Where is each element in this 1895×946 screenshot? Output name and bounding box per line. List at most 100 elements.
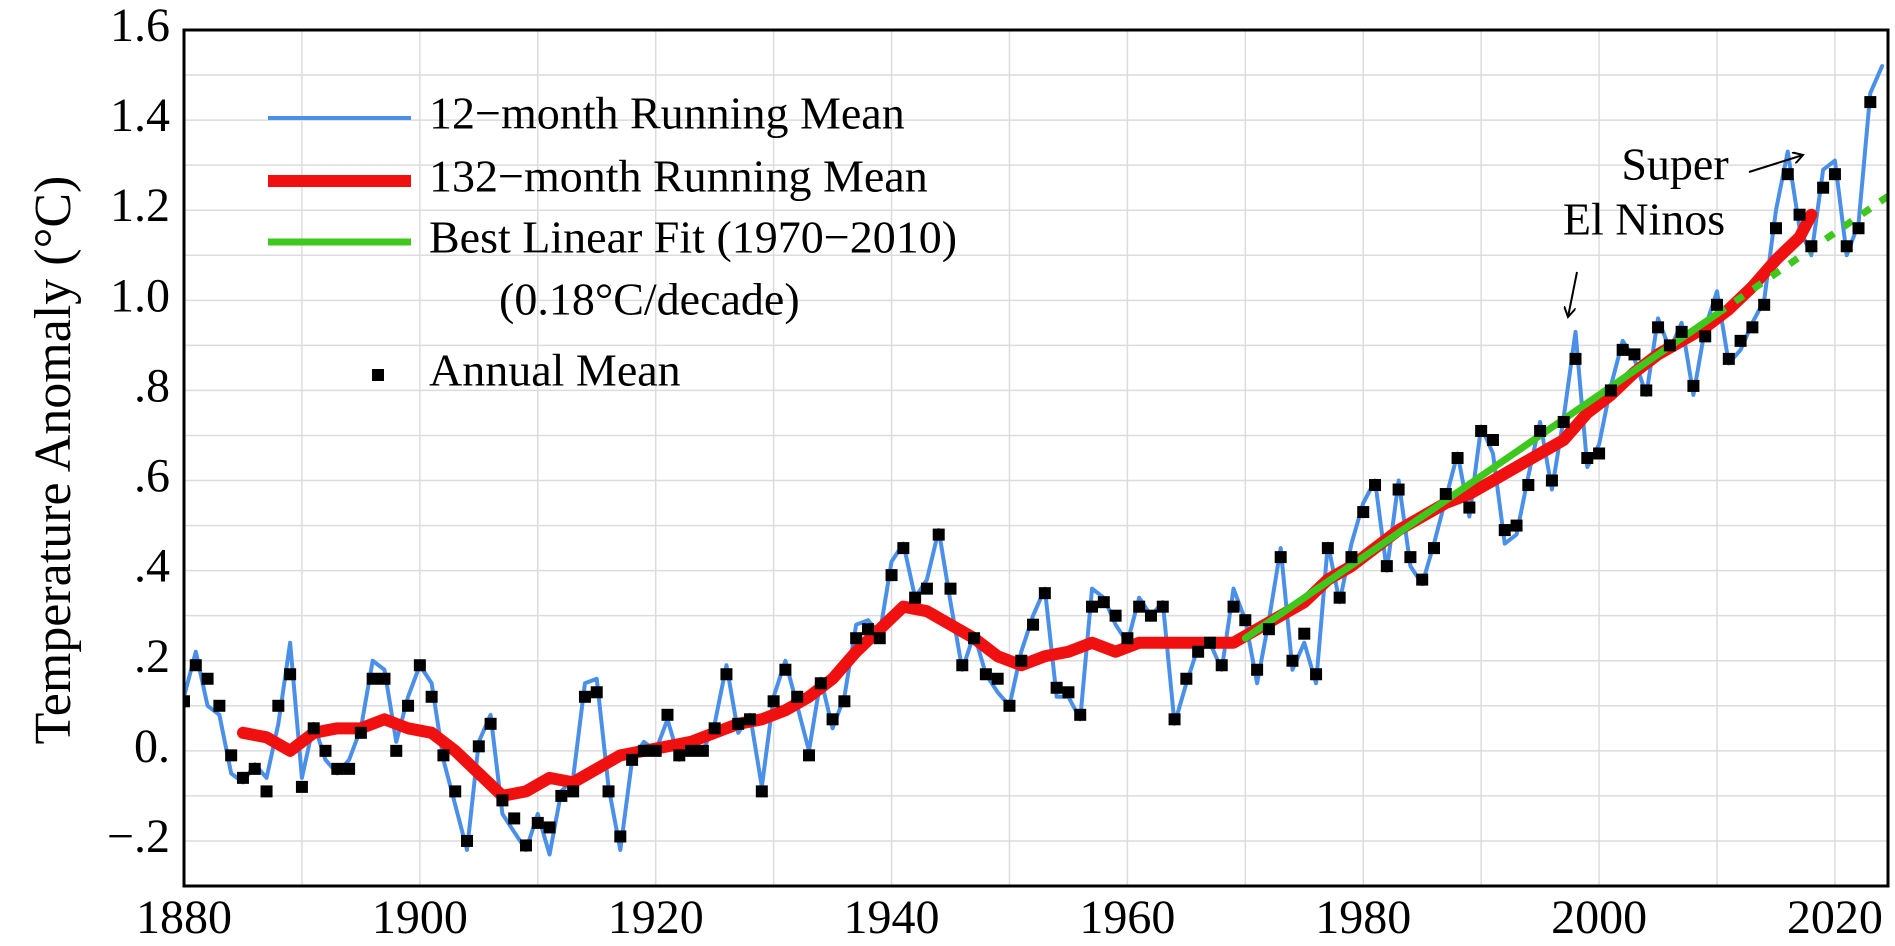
data-point xyxy=(1864,96,1877,109)
data-point xyxy=(1427,542,1440,555)
data-point xyxy=(708,722,721,735)
y-tick-label: .6 xyxy=(134,450,170,503)
data-point xyxy=(1510,519,1523,532)
annotation: Super xyxy=(1621,139,1728,190)
data-point xyxy=(295,780,308,793)
data-point xyxy=(732,717,745,730)
data-point xyxy=(343,762,356,775)
data-point xyxy=(1416,573,1429,586)
data-point xyxy=(1050,681,1063,694)
data-point xyxy=(1027,618,1040,631)
data-point xyxy=(1038,587,1051,600)
data-point xyxy=(755,785,768,798)
data-point xyxy=(649,744,662,757)
legend-label: Annual Mean xyxy=(429,345,681,396)
data-point xyxy=(1333,591,1346,604)
data-point xyxy=(626,753,639,766)
data-point xyxy=(543,821,556,834)
data-point xyxy=(1522,479,1535,492)
data-point xyxy=(920,582,933,595)
data-point xyxy=(531,816,544,829)
data-point xyxy=(1581,452,1594,464)
data-point xyxy=(1156,600,1169,613)
data-point xyxy=(1593,447,1606,460)
data-point xyxy=(189,659,202,672)
data-point xyxy=(1404,551,1417,564)
data-point xyxy=(201,672,214,685)
annotation: El Ninos xyxy=(1563,194,1725,245)
data-point xyxy=(838,695,851,708)
data-point xyxy=(1486,433,1499,446)
data-point xyxy=(307,722,320,735)
data-point xyxy=(484,717,497,730)
x-tick-label: 2000 xyxy=(1551,891,1647,944)
legend-label: Best Linear Fit (1970−2010) xyxy=(429,212,957,263)
data-point xyxy=(319,744,332,757)
data-point xyxy=(213,699,226,712)
data-point xyxy=(1392,483,1405,496)
legend-note: (0.18°C/decade) xyxy=(499,274,800,325)
data-point xyxy=(1251,663,1264,676)
data-point xyxy=(1758,298,1771,311)
annotation-arrow xyxy=(1568,271,1578,317)
data-point xyxy=(578,690,591,703)
data-point xyxy=(449,785,462,798)
data-point xyxy=(567,785,580,798)
data-point xyxy=(1192,645,1205,658)
data-point xyxy=(236,771,249,784)
data-point xyxy=(1109,609,1122,622)
plot-area xyxy=(184,64,1888,857)
data-point xyxy=(1652,321,1665,334)
y-tick-label: 1.4 xyxy=(110,89,170,142)
data-point xyxy=(378,672,391,685)
data-point xyxy=(1781,168,1794,181)
data-point xyxy=(956,659,969,672)
data-point xyxy=(1439,488,1452,501)
x-tick-label: 1920 xyxy=(608,891,704,944)
data-point xyxy=(1003,699,1016,712)
data-point xyxy=(685,744,698,757)
data-point xyxy=(944,582,957,595)
data-point xyxy=(555,789,568,802)
data-point xyxy=(1640,384,1653,397)
data-point xyxy=(1262,623,1275,636)
data-point xyxy=(1215,659,1228,672)
data-point xyxy=(1203,636,1216,649)
data-point xyxy=(1746,321,1759,334)
data-point xyxy=(260,785,273,798)
data-point xyxy=(1321,542,1334,555)
data-point xyxy=(1298,627,1311,640)
x-tick-label: 2020 xyxy=(1787,891,1883,944)
data-point xyxy=(1121,632,1134,645)
data-point xyxy=(802,749,815,762)
data-point xyxy=(1687,379,1700,392)
data-point xyxy=(437,749,450,762)
data-point xyxy=(184,695,190,708)
data-point xyxy=(1345,551,1358,564)
y-tick-label: 1.6 xyxy=(110,0,170,52)
data-point xyxy=(390,744,403,757)
plot-frame xyxy=(182,28,1890,888)
data-point xyxy=(1144,609,1157,622)
data-point xyxy=(1545,474,1558,487)
data-point xyxy=(767,695,780,708)
legend-swatch xyxy=(372,369,384,381)
data-point xyxy=(272,699,285,712)
data-point xyxy=(1828,168,1841,181)
data-point xyxy=(1239,614,1252,627)
legend-label: 132−month Running Mean xyxy=(429,151,928,202)
data-point xyxy=(1062,686,1075,699)
data-point xyxy=(968,632,981,645)
data-point xyxy=(1369,479,1382,492)
data-point xyxy=(1569,352,1582,365)
data-point xyxy=(826,713,839,726)
y-tick-label: .2 xyxy=(134,630,170,683)
legend: 12−month Running Mean 132−month Running M… xyxy=(268,88,957,396)
data-point xyxy=(1817,181,1830,194)
data-point xyxy=(425,690,438,703)
data-point xyxy=(791,690,804,703)
data-point xyxy=(1451,452,1464,464)
data-point xyxy=(508,812,521,825)
data-point xyxy=(814,677,827,690)
data-point xyxy=(1180,672,1193,685)
